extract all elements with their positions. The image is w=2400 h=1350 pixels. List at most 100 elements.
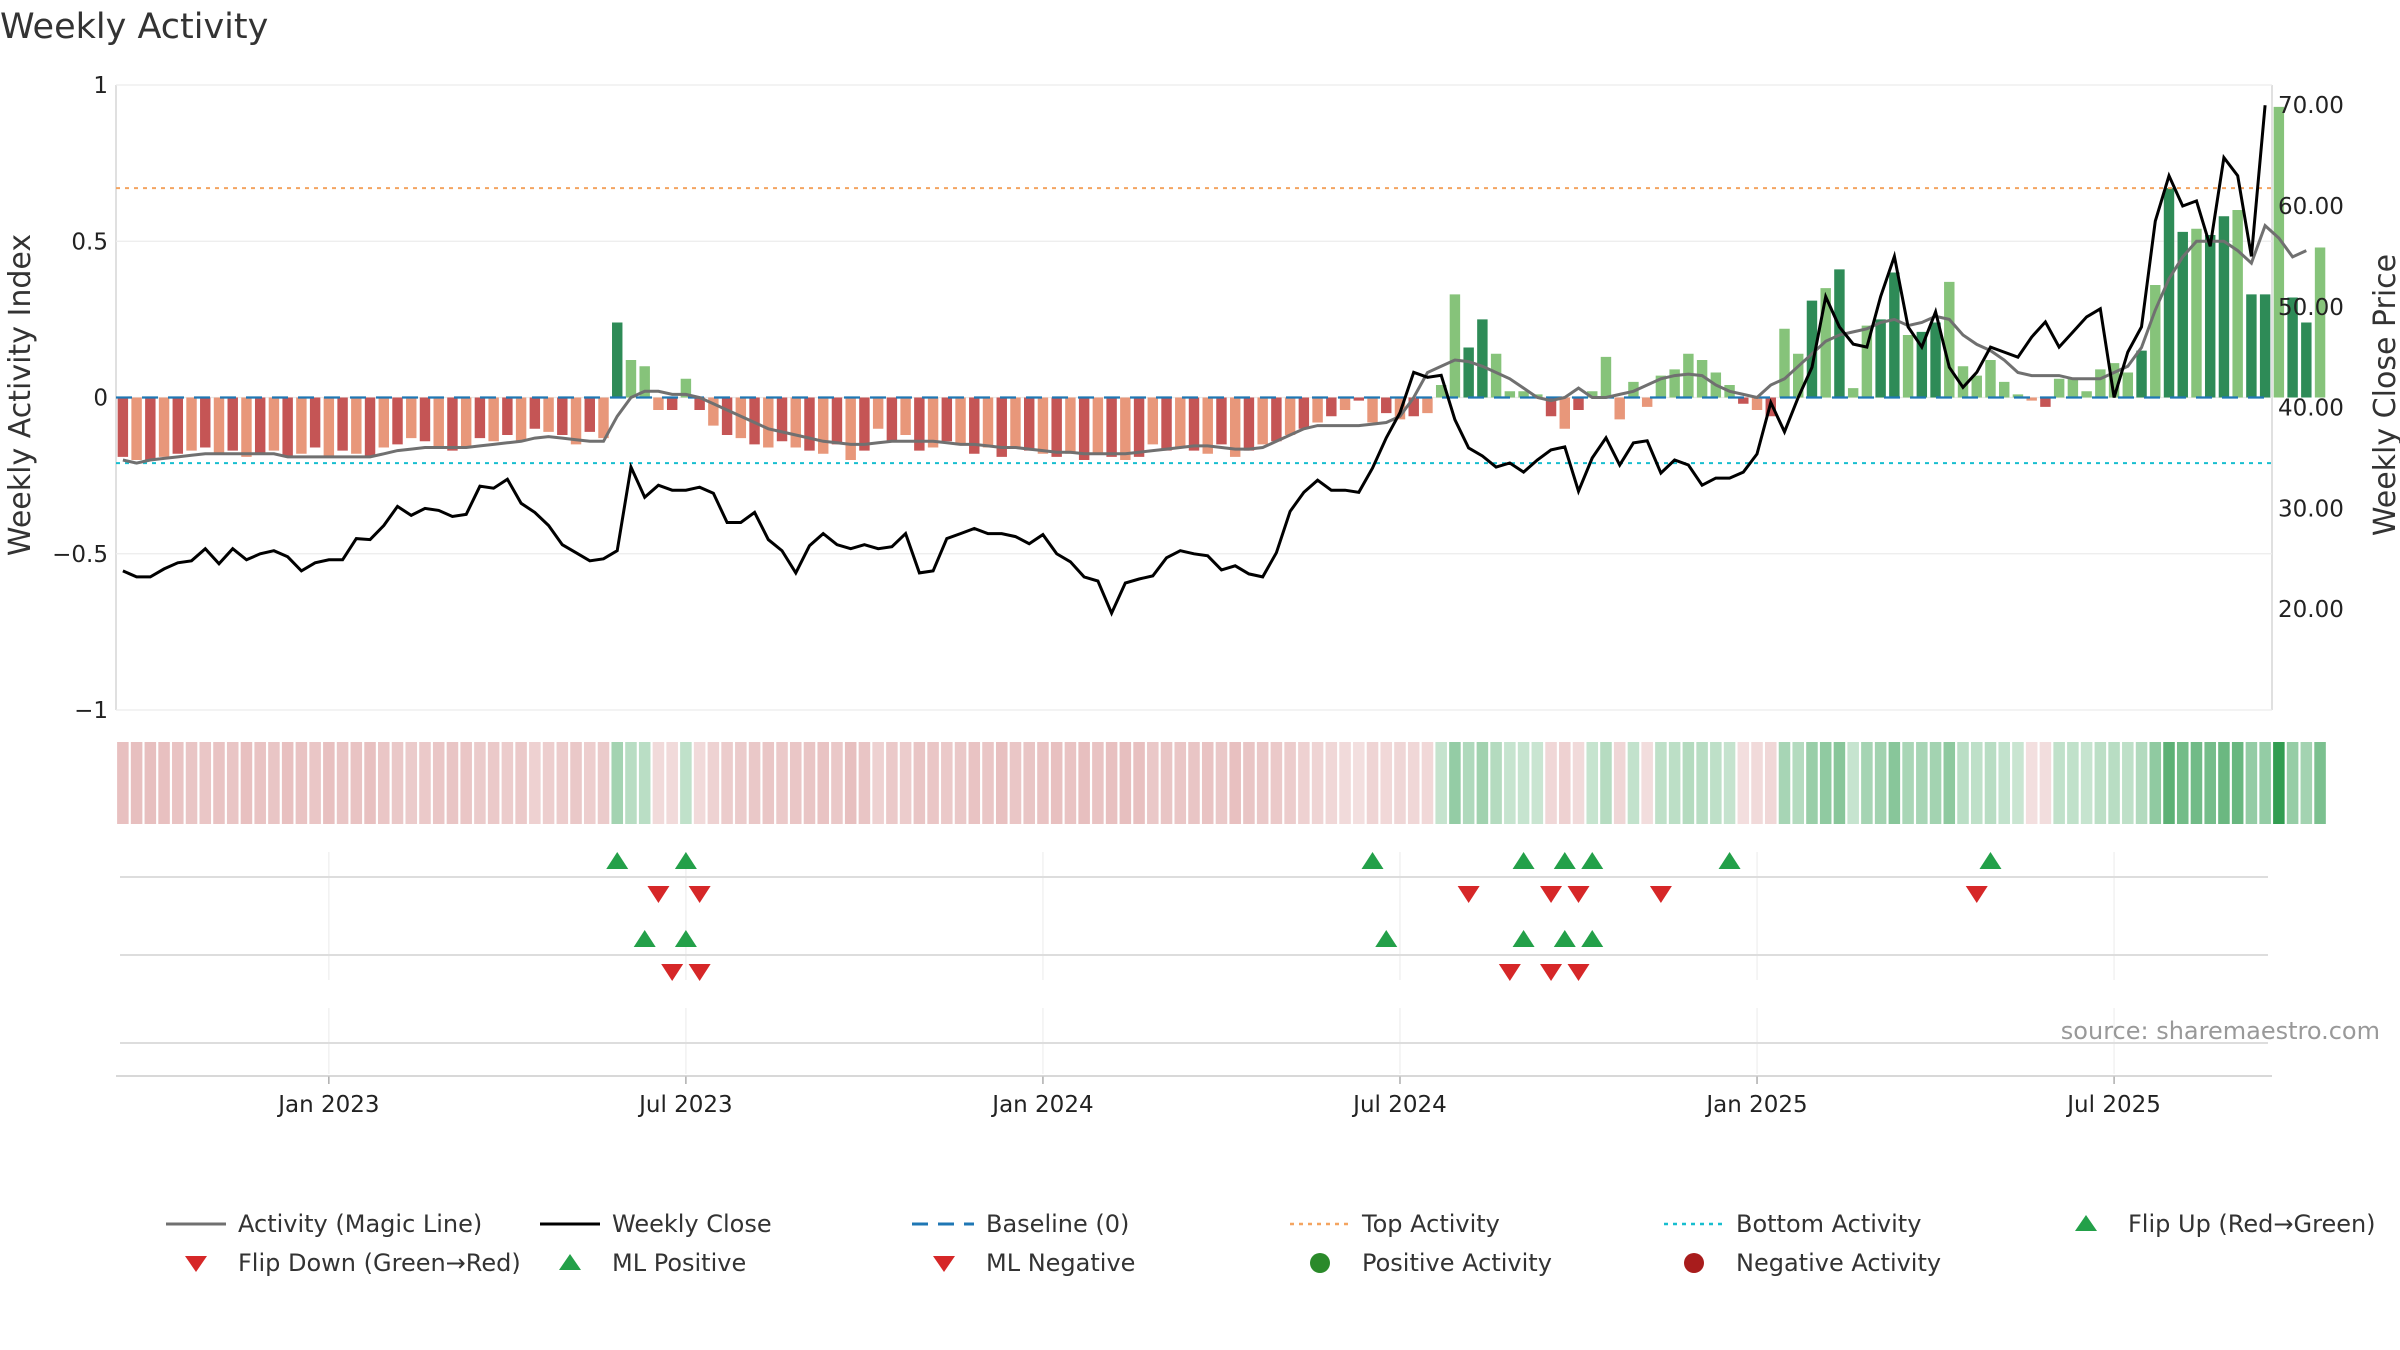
flip-up-marker <box>606 852 629 869</box>
activity-bar <box>1793 353 1804 398</box>
activity-bar <box>763 397 774 448</box>
activity-bar <box>1477 319 1488 398</box>
heat-cell <box>350 742 363 824</box>
activity-bar <box>2301 322 2312 398</box>
x-tick-label: Jan 2023 <box>276 1092 379 1118</box>
legend-label: ML Positive <box>612 1249 746 1277</box>
activity-bar <box>1518 391 1529 398</box>
heat-cell <box>886 742 898 824</box>
activity-bar <box>241 397 252 457</box>
activity-bar <box>612 322 623 398</box>
activity-bar <box>859 397 870 451</box>
heat-cell <box>1435 742 1447 824</box>
heat-cell <box>831 742 843 824</box>
legend-label: Negative Activity <box>1736 1249 1941 1277</box>
activity-bar <box>776 397 788 442</box>
heat-cell <box>2286 742 2299 824</box>
heat-cell <box>2218 742 2230 824</box>
flip-up-marker <box>1553 930 1576 947</box>
heat-cell <box>1545 742 1557 824</box>
heat-cell <box>954 742 967 824</box>
flip-up-marker <box>1979 852 2002 869</box>
heat-cell <box>1613 742 1626 824</box>
activity-bar <box>227 397 238 451</box>
activity-bar <box>996 397 1007 457</box>
x-tick-label: Jul 2024 <box>1351 1092 1447 1118</box>
activity-bar <box>2177 231 2188 398</box>
activity-bar <box>172 397 184 454</box>
legend-item: Activity (Magic Line) <box>166 1210 482 1238</box>
heat-cell <box>378 742 390 824</box>
right-tick-label: 30.00 <box>2278 496 2344 522</box>
legend-label: Baseline (0) <box>986 1210 1129 1238</box>
activity-bar <box>1779 328 1790 398</box>
activity-bar <box>2095 369 2106 398</box>
heat-cell <box>1311 742 1324 824</box>
heat-cell <box>1819 742 1832 824</box>
heat-cell <box>199 742 212 824</box>
legend-swatch <box>933 1256 955 1272</box>
heat-cell <box>666 742 678 824</box>
activity-bar <box>2246 294 2257 398</box>
heat-cell <box>487 742 500 824</box>
heat-cell <box>1943 742 1956 824</box>
heat-cell <box>446 742 459 824</box>
activity-bar <box>1916 331 1928 398</box>
heat-cell <box>995 742 1008 824</box>
activity-bar <box>2012 394 2024 398</box>
heat-cell <box>1696 742 1708 824</box>
heat-cell <box>803 742 816 824</box>
activity-bar <box>1971 375 1982 398</box>
activity-bar <box>914 397 925 451</box>
activity-bar <box>2040 397 2051 407</box>
activity-bar <box>433 397 444 448</box>
activity-bar <box>1683 353 1694 398</box>
heat-cell <box>158 742 170 824</box>
heat-cell <box>2300 742 2313 824</box>
heat-cell <box>1737 742 1750 824</box>
activity-bar <box>666 397 678 410</box>
activity-bar <box>1998 381 2010 398</box>
activity-bar <box>2314 247 2326 398</box>
flip-down-marker <box>1567 964 1590 981</box>
activity-bar <box>1161 397 1172 451</box>
activity-bar <box>969 397 980 454</box>
heat-cell <box>117 742 129 824</box>
heat-cell <box>2149 742 2162 824</box>
heat-cell <box>1984 742 1997 824</box>
right-tick-label: 40.00 <box>2278 396 2344 422</box>
heat-cell <box>1037 742 1049 824</box>
activity-bar <box>1889 272 1900 398</box>
heat-cell <box>1929 742 1942 824</box>
legend-label: Top Activity <box>1361 1210 1500 1238</box>
heat-cell <box>2163 742 2175 824</box>
heat-cell <box>2259 742 2271 824</box>
left-tick-label: −0.5 <box>52 542 108 568</box>
legend: Activity (Magic Line) Weekly Close Baselin… <box>166 1210 2376 1277</box>
legend-item: Weekly Close <box>540 1210 772 1238</box>
heat-cell <box>240 742 253 824</box>
right-axis-label: Weekly Close Price <box>2368 254 2400 536</box>
heat-cell <box>1298 742 1310 824</box>
x-tick-label: Jan 2024 <box>990 1092 1093 1118</box>
heat-cell <box>309 742 321 824</box>
activity-bar <box>584 397 595 432</box>
flip-down-marker <box>661 964 684 981</box>
activity-bar <box>2026 397 2037 401</box>
flip-down-marker <box>1649 886 1672 903</box>
heat-cell <box>542 742 555 824</box>
activity-bar <box>927 397 939 448</box>
flip-down-marker <box>1457 886 1480 903</box>
heat-cell <box>693 742 706 824</box>
activity-bar <box>1875 319 1886 398</box>
heat-cell <box>597 742 610 824</box>
heat-cell <box>1394 742 1406 824</box>
heat-cell <box>529 742 541 824</box>
heat-cell <box>1916 742 1928 824</box>
flip-up-marker <box>674 852 697 869</box>
heat-cell <box>1009 742 1022 824</box>
activity-bar <box>474 397 486 439</box>
heat-cell <box>1641 742 1653 824</box>
heat-cell <box>1270 742 1283 824</box>
activity-bar <box>1957 366 1969 398</box>
